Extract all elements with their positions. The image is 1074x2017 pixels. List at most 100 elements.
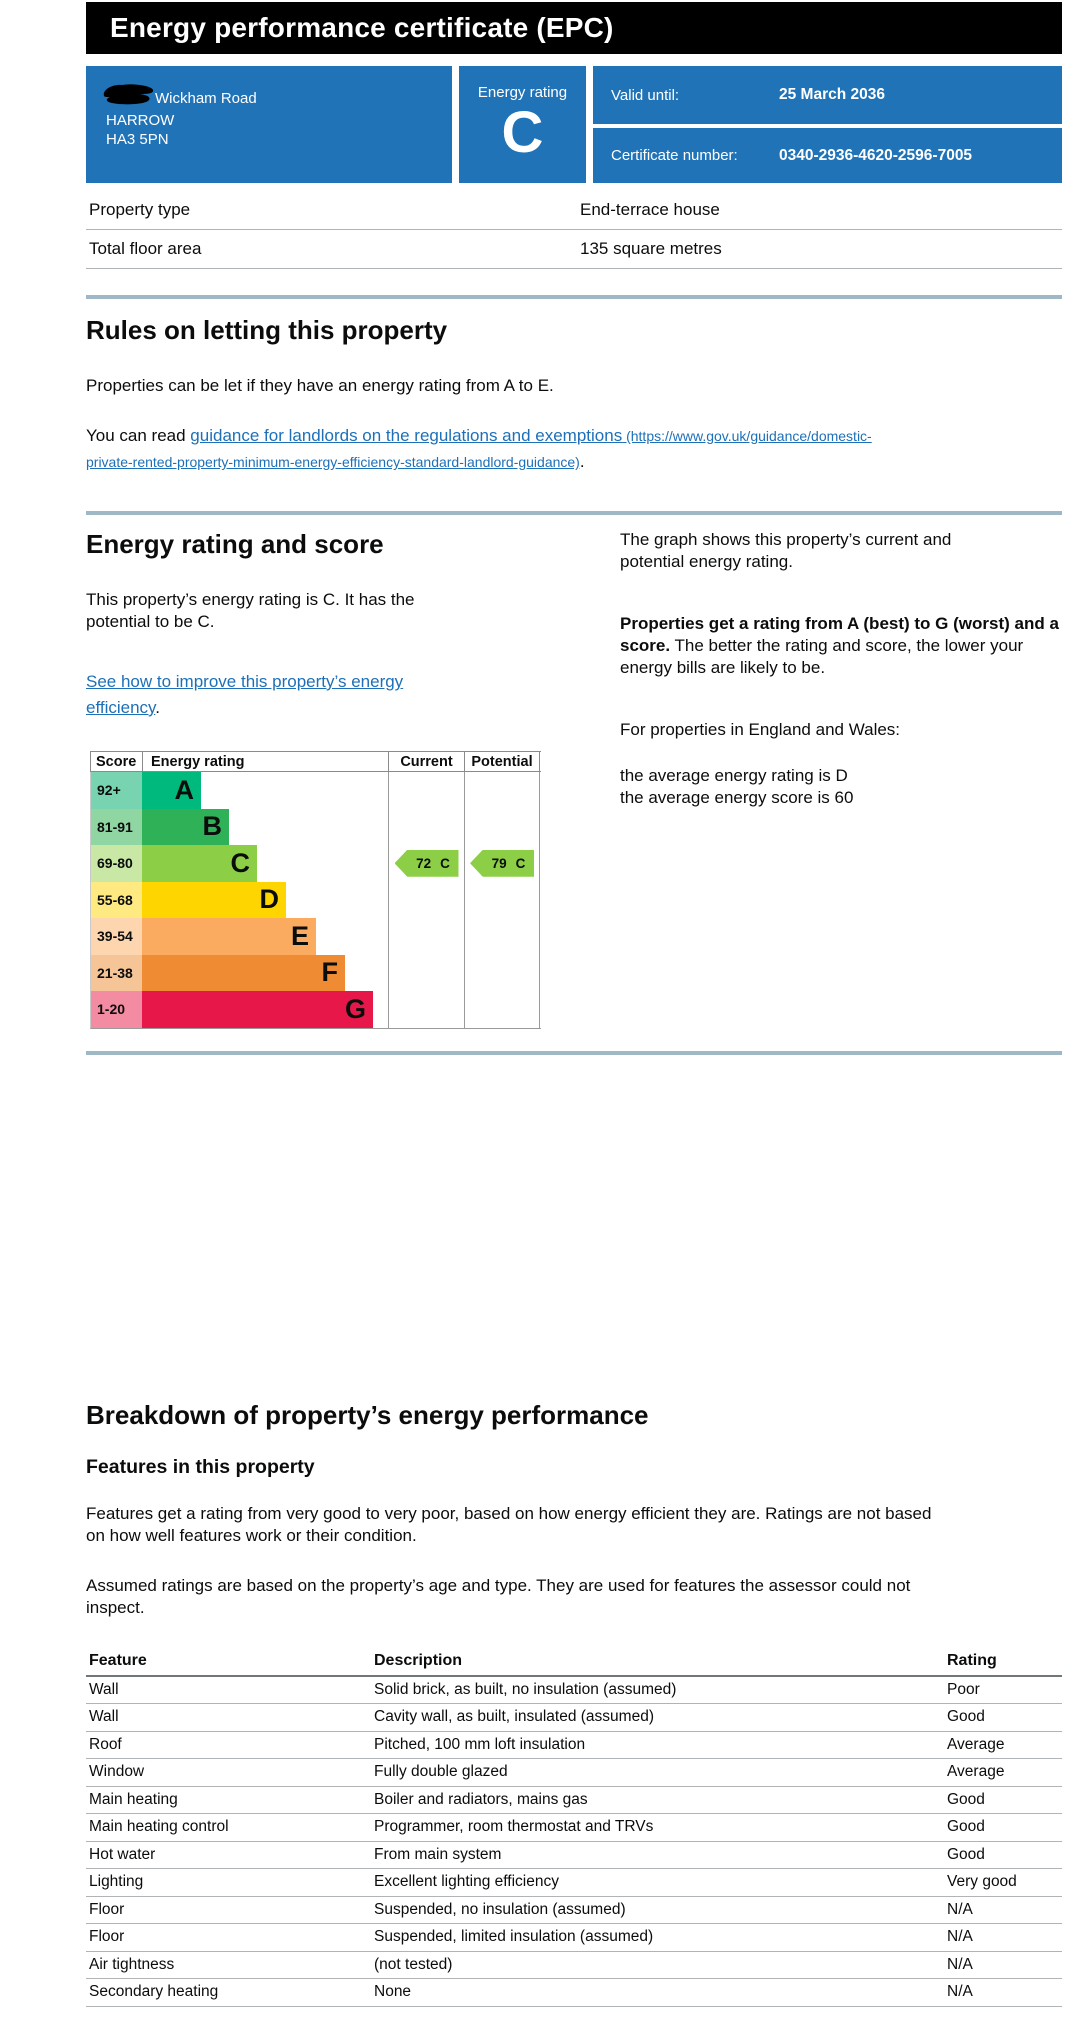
band-bar-cell: B [142, 808, 388, 845]
feature-name: Lighting [89, 1873, 144, 1891]
address-street: Wickham Road [155, 90, 257, 107]
feature-row: Secondary heating None N/A [86, 1979, 1062, 2007]
landlord-guidance-link-text: guidance for landlords on the regulation… [190, 426, 623, 445]
rules-guidance-paragraph: You can read guidance for landlords on t… [86, 423, 906, 475]
property-details-table: Property type End-terrace house Total floo… [86, 191, 1062, 269]
landlord-guidance-link[interactable]: guidance for landlords on the regulation… [86, 426, 872, 471]
guidance-text-suffix: . [579, 452, 585, 471]
section-separator [86, 511, 1062, 515]
band-score-range: 55-68 [91, 881, 142, 918]
feature-description: From main system [374, 1845, 502, 1863]
feature-description: (not tested) [374, 1955, 453, 1973]
feature-row: Floor Suspended, no insulation (assumed) N… [86, 1897, 1062, 1924]
guidance-text-prefix: You can read [86, 426, 191, 445]
england-wales-paragraph: For properties in England and Wales: [620, 720, 901, 739]
chart-column-header: Current [388, 752, 464, 771]
property-row: Property type End-terrace house [86, 191, 1062, 230]
band-bar-d: D [142, 881, 286, 918]
features-table-header: Feature Description Rating [86, 1647, 1062, 1677]
band-letter: A [174, 774, 195, 805]
current-rating-cell: 72 C [388, 845, 464, 882]
rating-band-row: 39-54 E [91, 918, 541, 955]
address-postcode: HA3 5PN [106, 131, 169, 148]
band-score-range: 39-54 [91, 918, 142, 955]
band-bar-cell: D [142, 881, 388, 918]
feature-rating: Average [947, 1735, 1005, 1753]
chart-body: 92+ A 81-91 B 69-80 C 72 C 79 C 55-68 D 39-54 E 21-38 F… [90, 772, 541, 1029]
certificate-number-label: Certificate number: [611, 147, 738, 164]
current-rating-cell [388, 991, 464, 1028]
features-column-header: Rating [947, 1651, 997, 1669]
band-bar-a: A [142, 772, 201, 809]
current-rating-cell [388, 772, 464, 809]
current-rating-cell [388, 881, 464, 918]
potential-score-value: 79 [491, 855, 507, 871]
band-letter: E [290, 920, 309, 951]
band-bar-b: B [142, 808, 229, 845]
band-letter: B [202, 811, 223, 842]
feature-description: None [374, 1983, 412, 2001]
band-score-range: 92+ [91, 772, 142, 809]
address-line-1: Wickham Road [103, 84, 440, 111]
feature-rating: N/A [947, 1983, 973, 2001]
feature-row: Wall Solid brick, as built, no insulation… [86, 1677, 1062, 1704]
feature-rating: Average [947, 1763, 1005, 1781]
feature-rating: Good [947, 1790, 985, 1808]
feature-description: Suspended, limited insulation (assumed) [374, 1928, 654, 1946]
feature-name: Roof [89, 1735, 122, 1753]
energy-rating-section: Energy rating and score This property’s … [86, 529, 1062, 1029]
section-separator [86, 295, 1062, 299]
energy-rating-label: Energy rating [477, 84, 568, 101]
rating-section-left-column: Energy rating and score This property’s … [86, 529, 620, 1029]
potential-rating-cell [464, 808, 540, 845]
feature-description: Programmer, room thermostat and TRVs [374, 1818, 654, 1836]
feature-row: Lighting Excellent lighting efficiency Ver… [86, 1869, 1062, 1897]
chart-column-header: Potential [464, 752, 540, 771]
address-town: HARROW [106, 112, 175, 129]
energy-rating-box: Energy rating C [459, 66, 586, 183]
assumed-ratings-paragraph: Assumed ratings are based on the propert… [86, 1575, 911, 1617]
certificate-title-bar: Energy performance certificate (EPC) [86, 2, 1062, 54]
band-score-range: 1-20 [91, 991, 142, 1028]
feature-row: Main heating Boiler and radiators, mains … [86, 1787, 1062, 1814]
feature-name: Hot water [89, 1845, 156, 1863]
features-column-header: Feature [89, 1651, 147, 1669]
improve-efficiency-link[interactable]: See how to improve this property’s energ… [86, 672, 404, 717]
band-bar-c: C [142, 845, 257, 882]
feature-description: Fully double glazed [374, 1763, 508, 1781]
features-column-header: Description [374, 1651, 463, 1669]
potential-rating-letter: C [515, 855, 526, 871]
band-bar-e: E [142, 918, 316, 955]
band-bar-cell: C [142, 845, 388, 882]
feature-description: Cavity wall, as built, insulated (assume… [374, 1708, 654, 1726]
feature-name: Floor [89, 1900, 125, 1918]
feature-rating: N/A [947, 1928, 973, 1946]
landlord-guidance-link-url: (https://www.gov.uk/guidance/domestic-pr… [86, 428, 872, 470]
band-letter: G [344, 993, 366, 1024]
potential-rating-cell [464, 991, 540, 1028]
features-subheading: Features in this property [86, 1455, 315, 1478]
feature-name: Main heating [89, 1790, 178, 1808]
band-bar-g: G [142, 991, 373, 1028]
feature-rating: Good [947, 1845, 985, 1863]
band-bar-cell: G [142, 991, 388, 1028]
features-rating-paragraph: Features get a rating from very good to … [86, 1503, 932, 1545]
rating-intro-paragraph: This property’s energy rating is C. It h… [86, 590, 415, 631]
feature-row: Wall Cavity wall, as built, insulated (as… [86, 1704, 1062, 1732]
certificate-number-row: Certificate number: 0340-2936-4620-2596-… [593, 128, 1062, 183]
certificate-summary: Wickham Road HARROW HA3 5PN Energy ratin… [86, 66, 1062, 183]
rating-band-row: 21-38 F [91, 954, 541, 991]
rules-paragraph: Properties can be let if they have an en… [86, 376, 554, 395]
potential-rating-arrow: 79 C [470, 849, 534, 877]
feature-row: Main heating control Programmer, room the… [86, 1814, 1062, 1842]
chart-header-row: Score Energy rating Current Potential [90, 751, 541, 772]
rating-section-heading: Energy rating and score [86, 529, 384, 559]
average-rating-line: the average energy rating is D [620, 766, 848, 785]
feature-name: Secondary heating [89, 1983, 219, 2001]
property-row-value: End-terrace house [580, 200, 720, 219]
potential-rating-cell [464, 772, 540, 809]
improve-suffix: . [155, 698, 161, 717]
feature-rating: Poor [947, 1680, 980, 1698]
score-explainer-bold: Properties get a rating from A (best) to… [620, 614, 1059, 655]
rating-band-row: 1-20 G [91, 991, 541, 1028]
